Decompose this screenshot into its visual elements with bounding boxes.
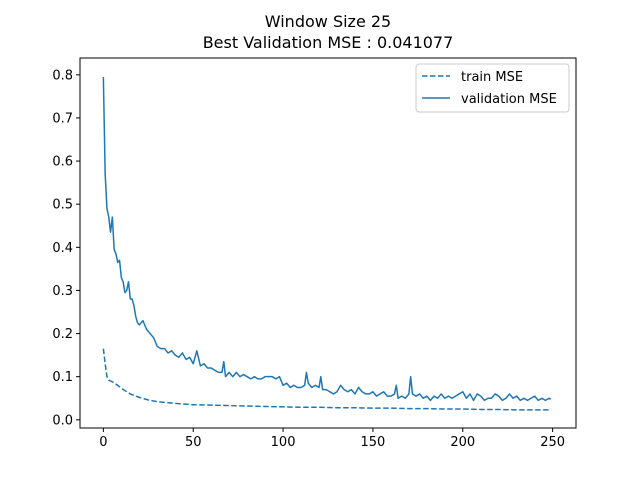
x-tick-label: 250 (540, 435, 565, 450)
y-tick-label: 0.4 (52, 241, 73, 256)
chart-title: Window Size 25 (265, 12, 391, 31)
plot-area (102, 76, 552, 411)
x-tick-label: 100 (271, 435, 296, 450)
train-mse-line (102, 348, 551, 411)
x-tick-label: 200 (450, 435, 475, 450)
y-tick-label: 0.5 (52, 198, 73, 213)
y-axis: 0.0 0.1 0.2 0.3 0.4 0.5 0.6 0.7 0.8 (52, 68, 80, 428)
y-tick-label: 0.2 (52, 327, 73, 342)
y-tick-label: 0.6 (52, 155, 73, 170)
legend-box (415, 63, 570, 113)
validation-mse-line (102, 76, 552, 402)
axes-frame (79, 57, 577, 429)
x-tick-label: 150 (361, 435, 386, 450)
y-tick-label: 0.0 (52, 413, 73, 428)
x-tick-label: 0 (99, 435, 107, 450)
y-tick-label: 0.3 (52, 284, 73, 299)
y-tick-label: 0.1 (52, 370, 73, 385)
y-tick-label: 0.7 (52, 111, 73, 126)
legend: train MSE validation MSE (415, 63, 570, 113)
legend-train-label: train MSE (461, 70, 523, 85)
chart-subtitle: Best Validation MSE : 0.041077 (203, 33, 454, 52)
x-tick-label: 50 (185, 435, 202, 450)
y-tick-label: 0.8 (52, 68, 73, 83)
legend-validation-label: validation MSE (461, 92, 557, 107)
x-axis: 0 50 100 150 200 250 (99, 428, 565, 450)
